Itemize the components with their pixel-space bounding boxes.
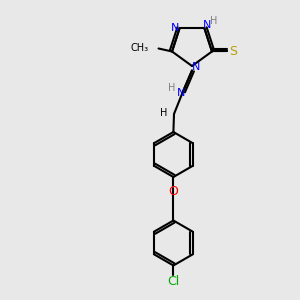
Text: CH₃: CH₃ (131, 44, 149, 53)
Text: S: S (229, 45, 237, 58)
Text: N: N (203, 20, 212, 30)
Text: N: N (177, 88, 186, 98)
Text: H: H (168, 83, 175, 93)
Text: H: H (210, 16, 218, 26)
Text: H: H (160, 108, 167, 118)
Text: N: N (192, 62, 201, 73)
Text: O: O (169, 185, 178, 198)
Text: Cl: Cl (167, 274, 179, 288)
Text: N: N (171, 23, 179, 33)
